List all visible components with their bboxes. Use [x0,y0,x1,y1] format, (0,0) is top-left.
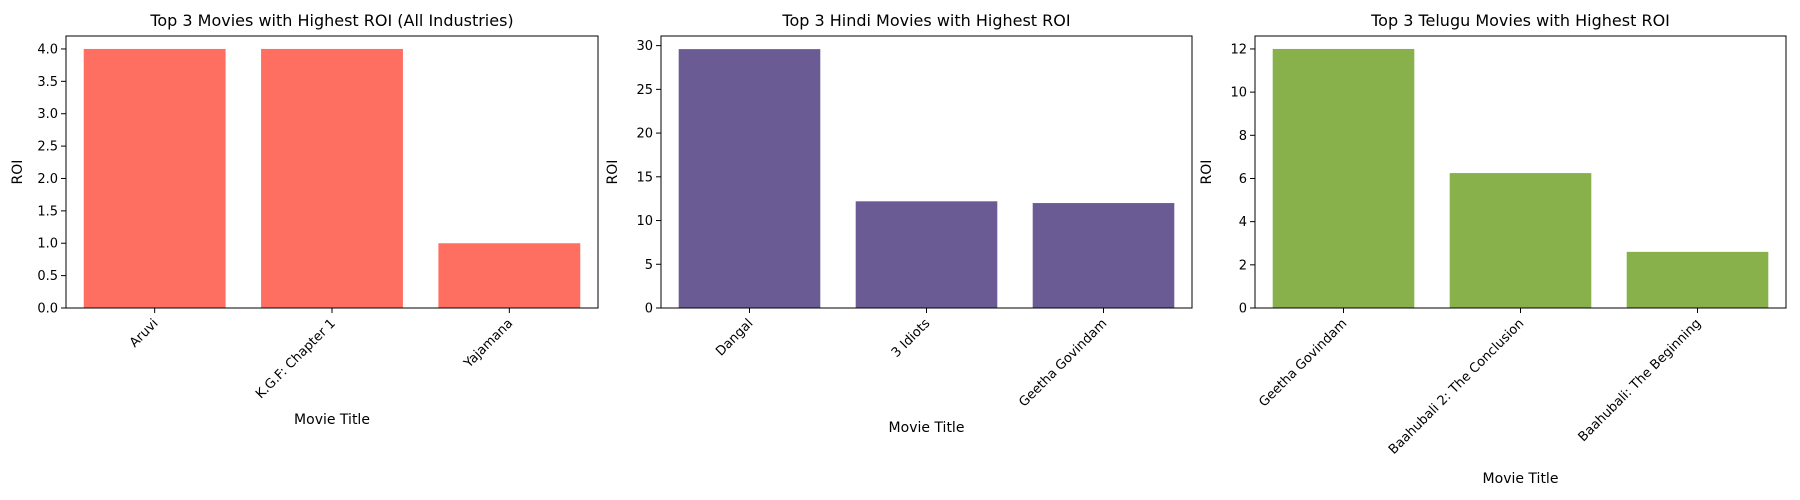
y-tick-label: 12 [1230,42,1247,57]
y-tick-label: 6 [1239,172,1247,187]
y-tick-label: 10 [1230,86,1247,101]
y-tick-label: 3.0 [37,107,58,122]
y-tick-label: 0 [645,302,653,317]
y-axis-label: ROI [10,160,26,185]
x-tick-label: Geetha Govindam [1016,316,1110,410]
chart-panel-1: Aruvi K.G.F: Chapter 1 Yajamana 0.0 0.5 1.0 1.… [10,11,599,428]
x-tick-label: Yajamana [461,316,517,372]
chart-title: Top 3 Movies with Highest ROI (All Indus… [149,11,513,30]
bar-1-3 [438,243,581,308]
y-tick-label: 20 [636,127,653,142]
axes-frame [1254,35,1787,309]
chart-title: Top 3 Hindi Movies with Highest ROI [781,11,1070,30]
y-tick-label: 4 [1239,215,1247,230]
y-tick-label: 2 [1239,258,1247,273]
bar-1-2 [261,48,403,308]
y-tick-label: 5 [645,258,653,273]
bar-2-2 [855,201,998,308]
bar-3-3 [1626,251,1769,308]
bar-3-1 [1272,48,1415,308]
y-tick-label: 30 [636,39,653,54]
y-tick-label: 0 [1239,302,1247,317]
bar-1-1 [83,48,226,308]
y-tick-label: 1.5 [37,204,58,219]
y-tick-label: 3.5 [37,75,58,90]
x-axis-label: Movie Title [1483,471,1559,487]
chart-title: Top 3 Telugu Movies with Highest ROI [1370,11,1670,30]
x-tick-label: 3 Idiots [889,316,934,361]
chart-panel-2: Dangal 3 Idiots Geetha Govindam 0 5 10 15 20 25 3… [605,11,1193,436]
chart-panel-3: Geetha Govindam Baahubali 2: The Conclusi… [1199,11,1787,487]
x-tick-label: Dangal [713,316,756,359]
y-tick-label: 4.0 [37,42,58,57]
y-axis-label: ROI [1199,160,1215,185]
x-axis-label: Movie Title [294,412,370,428]
y-tick-label: 2.5 [37,140,58,155]
y-tick-label: 25 [636,83,653,98]
bar-2-1 [678,49,821,309]
bar-3-2 [1449,173,1592,308]
y-tick-label: 0.0 [37,302,58,317]
axes-frame [660,35,1193,309]
x-tick-label: Baahubali 2: The Conclusion [1386,316,1527,457]
x-tick-label: K.G.F: Chapter 1 [253,316,339,402]
y-axis-label: ROI [605,160,621,185]
x-axis-label: Movie Title [889,420,965,436]
axes-frame [65,35,599,309]
bar-2-3 [1032,203,1175,308]
x-tick-label: Aruvi [127,316,162,351]
y-tick-label: 10 [636,214,653,229]
y-tick-label: 2.0 [37,172,58,187]
y-tick-label: 8 [1239,129,1247,144]
y-tick-label: 0.5 [37,269,58,284]
x-tick-label: Geetha Govindam [1256,316,1350,410]
y-tick-label: 1.0 [37,237,58,252]
y-tick-label: 15 [636,170,653,185]
x-tick-label: Baahubali: The Beginning [1576,316,1705,445]
